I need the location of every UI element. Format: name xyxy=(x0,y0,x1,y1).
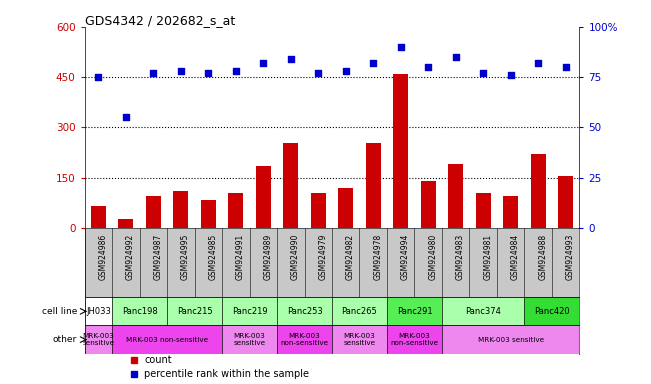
Bar xyxy=(332,297,387,326)
Text: Panc198: Panc198 xyxy=(122,307,158,316)
Text: GSM924986: GSM924986 xyxy=(98,233,107,280)
Text: Panc253: Panc253 xyxy=(286,307,322,316)
Point xyxy=(176,68,186,74)
Point xyxy=(230,68,241,74)
Bar xyxy=(332,326,387,354)
Bar xyxy=(277,297,332,326)
Point xyxy=(423,64,434,70)
Bar xyxy=(531,154,546,228)
Point xyxy=(148,70,159,76)
Text: GSM924988: GSM924988 xyxy=(538,233,547,280)
Text: JH033: JH033 xyxy=(86,307,111,316)
Text: GSM924991: GSM924991 xyxy=(236,233,245,280)
Bar xyxy=(201,200,216,228)
Text: GSM924994: GSM924994 xyxy=(401,233,409,280)
Bar xyxy=(229,193,243,228)
Bar xyxy=(503,196,518,228)
Point xyxy=(505,72,516,78)
Bar xyxy=(421,181,436,228)
Text: GSM924980: GSM924980 xyxy=(428,233,437,280)
Point xyxy=(120,114,131,121)
Text: GDS4342 / 202682_s_at: GDS4342 / 202682_s_at xyxy=(85,14,235,27)
Bar xyxy=(222,326,277,354)
Point xyxy=(93,74,104,80)
Text: Panc215: Panc215 xyxy=(177,307,212,316)
Text: GSM924993: GSM924993 xyxy=(566,233,575,280)
Point xyxy=(203,70,214,76)
Bar xyxy=(85,297,112,326)
Bar xyxy=(85,326,112,354)
Text: Panc291: Panc291 xyxy=(396,307,432,316)
Bar xyxy=(387,326,442,354)
Text: Panc420: Panc420 xyxy=(534,307,570,316)
Text: GSM924981: GSM924981 xyxy=(483,233,492,280)
Text: cell line: cell line xyxy=(42,307,77,316)
Text: MRK-003 non-sensitive: MRK-003 non-sensitive xyxy=(126,337,208,343)
Text: MRK-003
non-sensitive: MRK-003 non-sensitive xyxy=(391,333,439,346)
Text: GSM924990: GSM924990 xyxy=(291,233,299,280)
Bar xyxy=(393,74,408,228)
Point xyxy=(561,64,571,70)
Text: MRK-003
sensitive: MRK-003 sensitive xyxy=(234,333,266,346)
Text: MRK-003
non-sensitive: MRK-003 non-sensitive xyxy=(281,333,329,346)
Bar xyxy=(339,188,353,228)
Bar xyxy=(476,193,491,228)
Point xyxy=(478,70,488,76)
Text: percentile rank within the sample: percentile rank within the sample xyxy=(144,369,309,379)
Bar xyxy=(387,297,442,326)
Text: Panc374: Panc374 xyxy=(465,307,501,316)
Bar xyxy=(167,297,222,326)
Bar xyxy=(442,326,579,354)
Text: MRK-003
sensitive: MRK-003 sensitive xyxy=(344,333,376,346)
Bar xyxy=(366,142,381,228)
Point xyxy=(450,54,461,60)
Text: GSM924982: GSM924982 xyxy=(346,233,355,280)
Text: GSM924983: GSM924983 xyxy=(456,233,465,280)
Text: other: other xyxy=(53,335,77,344)
Text: count: count xyxy=(144,354,172,364)
Bar xyxy=(525,297,579,326)
Text: GSM924989: GSM924989 xyxy=(263,233,272,280)
Bar xyxy=(90,206,106,228)
Point xyxy=(286,56,296,62)
Bar xyxy=(173,191,188,228)
Bar xyxy=(283,142,298,228)
Bar xyxy=(448,164,464,228)
Text: GSM924985: GSM924985 xyxy=(208,233,217,280)
Bar xyxy=(256,166,271,228)
Bar xyxy=(222,297,277,326)
Text: GSM924978: GSM924978 xyxy=(373,233,382,280)
Text: MRK-003
sensitive: MRK-003 sensitive xyxy=(82,333,115,346)
Point xyxy=(396,44,406,50)
Bar xyxy=(118,218,133,228)
Text: Panc219: Panc219 xyxy=(232,307,268,316)
Point xyxy=(313,70,324,76)
Text: GSM924992: GSM924992 xyxy=(126,233,135,280)
Bar xyxy=(442,297,525,326)
Bar xyxy=(311,193,326,228)
Bar xyxy=(112,326,222,354)
Text: GSM924979: GSM924979 xyxy=(318,233,327,280)
Text: MRK-003 sensitive: MRK-003 sensitive xyxy=(478,337,544,343)
Point xyxy=(258,60,268,66)
Text: GSM924995: GSM924995 xyxy=(181,233,190,280)
Text: GSM924984: GSM924984 xyxy=(510,233,519,280)
Point xyxy=(340,68,351,74)
Text: GSM924987: GSM924987 xyxy=(154,233,162,280)
Bar xyxy=(112,297,167,326)
Bar xyxy=(558,176,573,228)
Text: Panc265: Panc265 xyxy=(342,307,378,316)
Bar xyxy=(277,326,332,354)
Point xyxy=(533,60,544,66)
Point xyxy=(368,60,378,66)
Bar xyxy=(146,196,161,228)
